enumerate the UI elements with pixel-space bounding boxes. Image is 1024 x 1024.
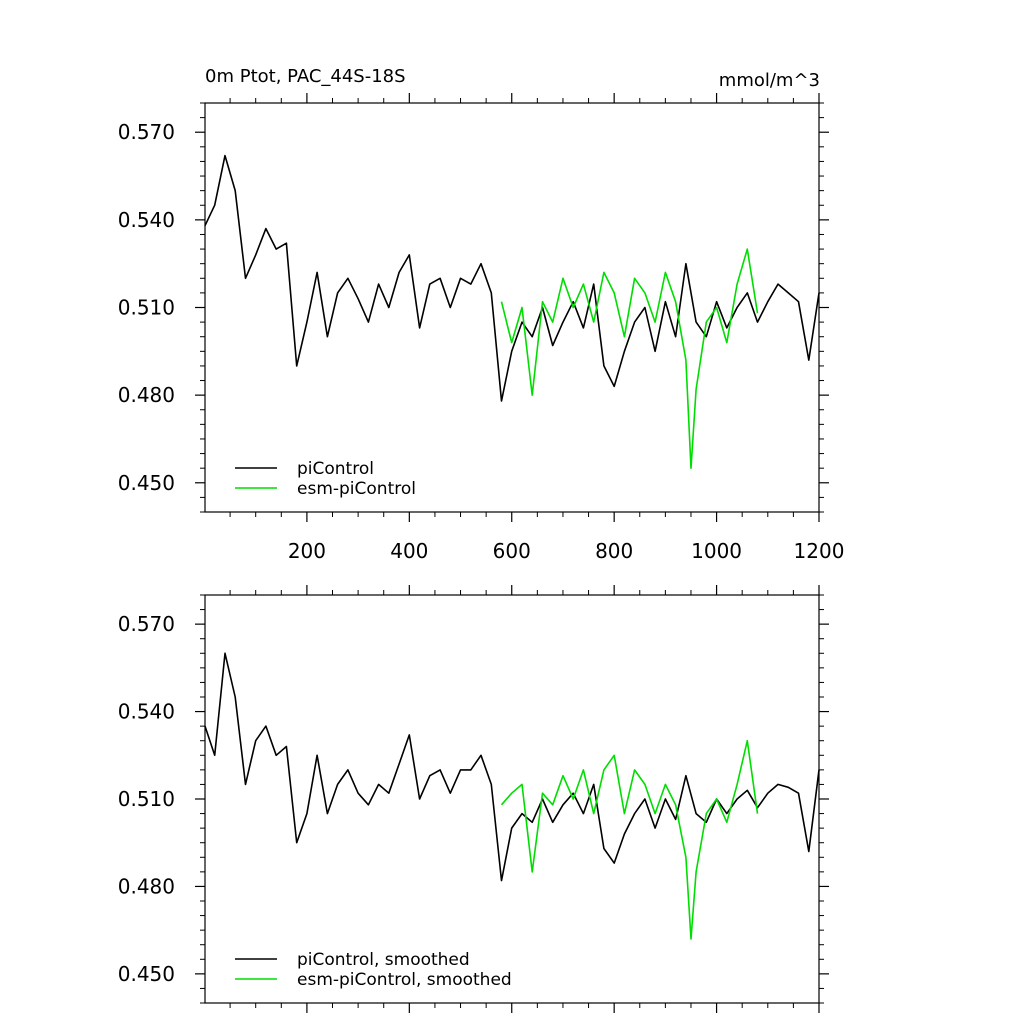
top-series-layer	[204, 154, 820, 470]
y-tick-label: 0.540	[118, 700, 175, 724]
legend-label: esm-piControl, smoothed	[297, 970, 512, 990]
y-tick-label: 0.510	[118, 787, 175, 811]
y-tick-label: 0.570	[118, 612, 175, 636]
chart-units: mmol/m^3	[719, 70, 820, 91]
plot-frame	[204, 102, 820, 513]
series-line-esm-picontrol	[500, 739, 759, 940]
bottom-axes: 0.450 0.480 0.510 0.540 0.570	[118, 585, 829, 1013]
legend-label: esm-piControl	[297, 479, 416, 499]
x-tick-label: 800	[595, 539, 633, 563]
series-line-picontrol	[204, 154, 820, 402]
y-tick-label: 0.450	[118, 962, 175, 986]
y-tick-label: 0.450	[118, 471, 175, 495]
top-axes: 200 400 600 800 1000 1200 0.450 0.480 0.510 0.540…	[118, 93, 845, 563]
bottom-panel: 0.450 0.480 0.510 0.540 0.570 piControl, smo…	[118, 585, 829, 1013]
x-tick-label: 1000	[691, 539, 742, 563]
x-tick-label: 200	[288, 539, 326, 563]
x-tick-label: 400	[390, 539, 428, 563]
y-tick-label: 0.540	[118, 208, 175, 232]
x-tick-label: 600	[493, 539, 531, 563]
legend-label: piControl, smoothed	[297, 950, 470, 970]
plot-frame	[204, 594, 820, 1004]
series-line-esm-picontrol	[500, 248, 759, 470]
y-tick-label: 0.480	[118, 874, 175, 898]
top-panel: 200 400 600 800 1000 1200 0.450 0.480 0.510 0.540…	[118, 93, 845, 563]
x-tick-label: 1200	[794, 539, 845, 563]
legend-label: piControl	[297, 459, 374, 479]
y-tick-label: 0.480	[118, 383, 175, 407]
chart-title: 0m Ptot, PAC_44S-18S	[205, 66, 406, 87]
y-tick-label: 0.570	[118, 120, 175, 144]
series-line-picontrol	[204, 652, 820, 882]
bottom-series-layer	[204, 652, 820, 940]
y-tick-label: 0.510	[118, 296, 175, 320]
